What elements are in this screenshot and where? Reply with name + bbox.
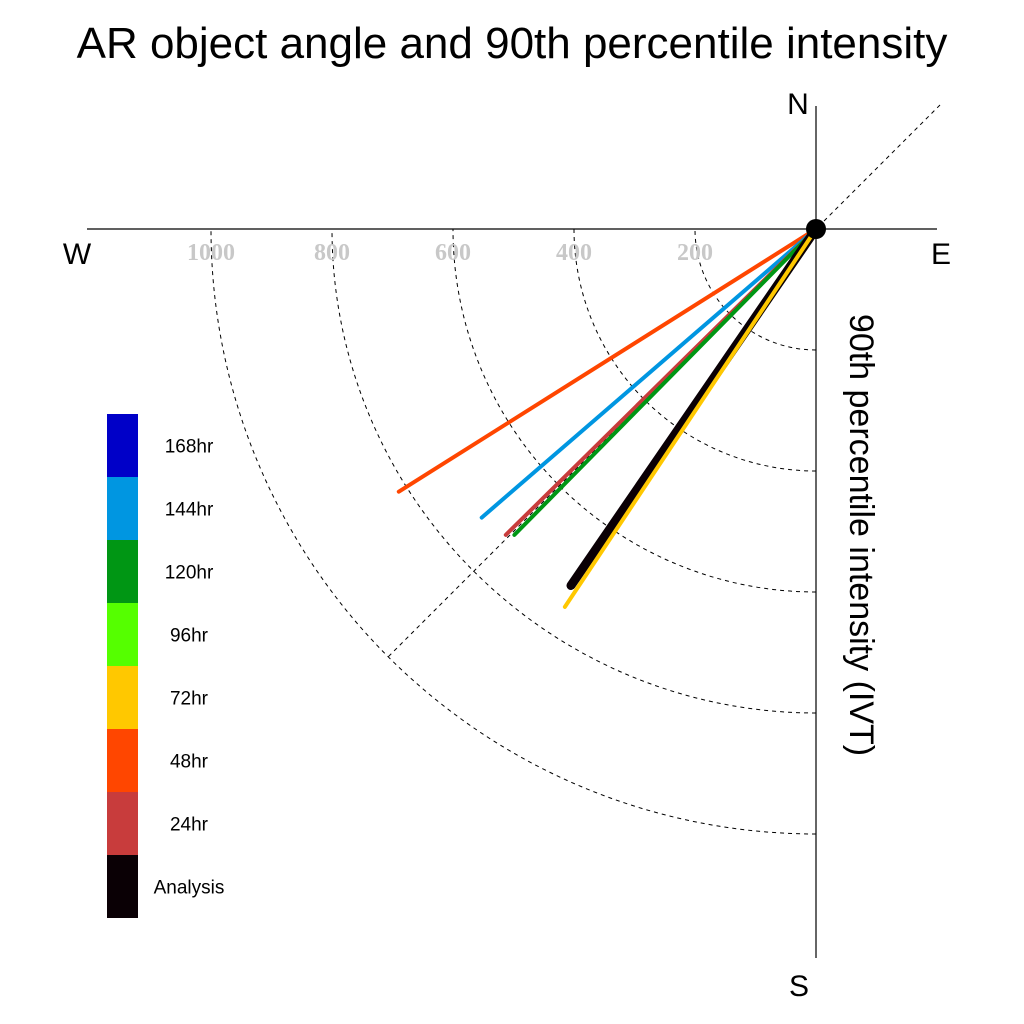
legend-swatch-24hr bbox=[107, 792, 138, 855]
series-vector-144hr bbox=[479, 227, 818, 520]
grid-arc-800 bbox=[331, 228, 817, 714]
legend: 168hr 144hr 120hr 96hr 72hr 48hr 24hr Analysis bbox=[107, 414, 224, 918]
radial-tick-labels: 200 400 600 800 1000 bbox=[187, 240, 713, 266]
legend-swatch-72hr bbox=[107, 666, 138, 729]
radial-tick-label-800: 800 bbox=[314, 240, 350, 266]
legend-label-analysis: Analysis bbox=[154, 878, 225, 899]
chart-title: AR object angle and 90th percentile inte… bbox=[77, 19, 948, 68]
legend-label-48hr: 48hr bbox=[170, 752, 209, 773]
legend-label-72hr: 72hr bbox=[170, 689, 209, 710]
legend-label-168hr: 168hr bbox=[165, 437, 214, 458]
legend-swatch-144hr bbox=[107, 477, 138, 540]
legend-swatch-analysis bbox=[107, 855, 138, 918]
legend-swatch-120hr bbox=[107, 540, 138, 603]
legend-label-24hr: 24hr bbox=[170, 815, 209, 836]
legend-swatch-168hr bbox=[107, 414, 138, 477]
grid-arc-200 bbox=[694, 228, 817, 351]
legend-label-144hr: 144hr bbox=[165, 500, 214, 521]
origin-marker bbox=[806, 219, 826, 239]
legend-label-96hr: 96hr bbox=[170, 626, 209, 647]
diagonal-guide-line bbox=[387, 104, 941, 658]
series-vectors bbox=[396, 224, 821, 609]
grid-arc-1000 bbox=[210, 228, 817, 835]
series-vector-48hr bbox=[396, 227, 818, 494]
compass-south-label: S bbox=[789, 970, 809, 1003]
compass-axes bbox=[87, 106, 937, 958]
compass-west-label: W bbox=[63, 238, 92, 271]
radial-grid bbox=[210, 104, 941, 835]
legend-label-120hr: 120hr bbox=[165, 563, 214, 584]
series-vector-72hr bbox=[562, 227, 818, 609]
radial-tick-label-200: 200 bbox=[677, 240, 713, 266]
radial-tick-label-400: 400 bbox=[556, 240, 592, 266]
legend-swatch-48hr bbox=[107, 729, 138, 792]
radial-tick-label-1000: 1000 bbox=[187, 240, 235, 266]
compass-north-label: N bbox=[787, 88, 809, 121]
radial-tick-label-600: 600 bbox=[435, 240, 471, 266]
compass-east-label: E bbox=[931, 238, 951, 271]
legend-swatch-96hr bbox=[107, 603, 138, 666]
series-vector-120hr bbox=[512, 227, 818, 537]
radial-axis-label: 90th percentile intensity (IVT) bbox=[842, 314, 880, 756]
